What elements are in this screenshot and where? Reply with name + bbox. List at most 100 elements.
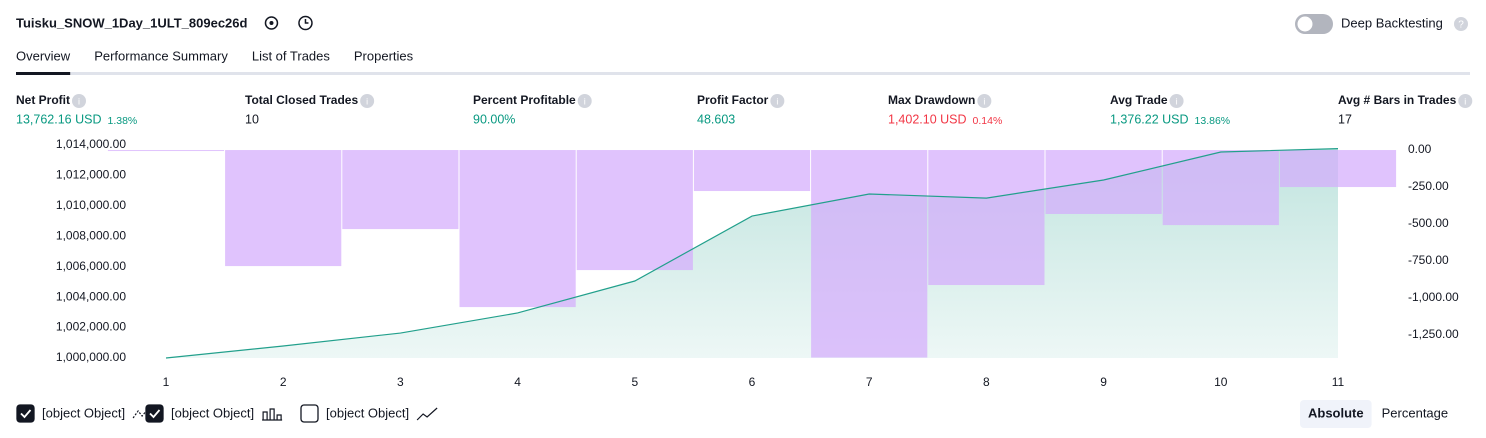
x-tick-label: 6 — [749, 375, 756, 389]
y-tick-label: 1,006,000.00 — [56, 259, 126, 273]
info-icon-mark: i — [584, 96, 586, 106]
y-tick-label: 1,012,000.00 — [56, 168, 126, 182]
scale-button[interactable] — [1300, 400, 1372, 428]
checkbox[interactable] — [16, 404, 35, 423]
x-tick-label: 1 — [163, 375, 170, 389]
info-icon[interactable] — [577, 94, 592, 108]
settings-icon-dot — [269, 21, 274, 25]
metric-label: Max Drawdown — [888, 93, 975, 107]
strategy-title: Tuisku_SNOW_1Day_1ULT_809ec26d — [16, 15, 248, 30]
info-icon[interactable] — [770, 94, 785, 108]
legend-label: [object Object] — [326, 405, 409, 420]
x-tick-label: 8 — [983, 375, 990, 389]
scale-button-label: Percentage — [1382, 405, 1449, 420]
metrics: Net Profit i 13,762.16 USD 1.38% Total Close… — [16, 93, 1473, 127]
x-tick-label: 10 — [1214, 375, 1228, 389]
metric-label: Net Profit — [16, 93, 70, 107]
x-tick-label: 3 — [397, 375, 404, 389]
drawdown-bar — [1045, 150, 1162, 214]
settings-icon[interactable] — [264, 16, 279, 30]
y2-tick-label: -1,000.00 — [1408, 290, 1459, 304]
metric-label: Avg # Bars in Trades — [1338, 93, 1457, 107]
y2-tick-label: -1,250.00 — [1408, 327, 1459, 341]
info-icon[interactable] — [977, 94, 992, 108]
y2-tick-label: 0.00 — [1408, 142, 1432, 156]
drawdown-bar — [811, 150, 928, 358]
metric-value: 1,402.10 USD — [888, 112, 967, 126]
info-icon[interactable] — [1169, 94, 1184, 108]
info-icon-mark: i — [1464, 96, 1466, 106]
tabs: Overview Performance Summary List of Trade… — [16, 48, 414, 75]
y-tick-label: 1,004,000.00 — [56, 289, 126, 303]
active-tab-underline — [16, 72, 71, 75]
checkbox[interactable] — [145, 404, 164, 423]
metric-label: Percent Profitable — [473, 93, 576, 107]
metric-value: 48.603 — [697, 112, 735, 126]
metric-label: Avg Trade — [1110, 93, 1168, 107]
metric-value: 90.00% — [473, 112, 515, 126]
help-icon-mark: ? — [1458, 20, 1464, 31]
legend: [object Object] [object Object] [object Ob… — [16, 404, 438, 423]
drawdown-bar — [576, 150, 693, 271]
y-tick-label: 1,000,000.00 — [56, 350, 126, 364]
drawdown-bar — [693, 150, 811, 192]
x-tick-label: 4 — [514, 375, 521, 389]
metric-value: 1,376.22 USD — [1110, 112, 1189, 126]
drawdown-bar — [459, 150, 576, 308]
metric-label: Total Closed Trades — [245, 93, 358, 107]
scale-buttons: Absolute Percentage — [1300, 400, 1449, 428]
x-tick-label: 9 — [1100, 375, 1107, 389]
info-icon-mark: i — [983, 96, 985, 106]
checkmark — [20, 409, 32, 419]
info-icon[interactable] — [72, 94, 86, 108]
drawdown-bar — [928, 150, 1045, 286]
x-tick-label: 11 — [1332, 375, 1345, 389]
chart: 1,000,000.00 1,002,000.00 1,004,000.00 1,00… — [56, 137, 1459, 389]
metric-percent: 0.14% — [973, 115, 1003, 127]
drawdown-bar — [1162, 150, 1279, 226]
x-tick-label: 7 — [866, 375, 873, 389]
metric-percent: 13.86% — [1195, 115, 1231, 127]
metric-percent: 1.38% — [107, 115, 137, 127]
legend-icon — [416, 407, 438, 421]
toggle-label: Deep Backtesting — [1341, 15, 1443, 30]
tab[interactable]: Performance Summary — [94, 48, 228, 63]
y-tick-label: 1,002,000.00 — [56, 320, 126, 334]
info-icon[interactable] — [1458, 94, 1473, 108]
x-tick-label: 5 — [631, 375, 638, 389]
legend-label: [object Object] — [42, 405, 125, 420]
replay-icon[interactable] — [298, 15, 313, 31]
equity-area — [166, 148, 1338, 358]
checkmark — [149, 409, 161, 419]
scale-button-label: Absolute — [1308, 405, 1364, 420]
metric-label: Profit Factor — [697, 93, 769, 107]
toggle-knob — [1297, 16, 1313, 32]
info-icon-mark: i — [78, 96, 80, 106]
metric-value: 10 — [245, 112, 259, 126]
tab[interactable]: Overview — [16, 48, 71, 63]
help-icon[interactable] — [1454, 17, 1468, 31]
drawdown-bar — [225, 150, 342, 267]
drawdown-bar — [342, 150, 459, 230]
drawdown-bar — [107, 150, 225, 152]
title-icons[interactable] — [264, 15, 313, 31]
checkbox[interactable] — [300, 404, 319, 423]
y2-tick-label: -250.00 — [1408, 179, 1449, 193]
y2-tick-label: -750.00 — [1408, 253, 1449, 267]
y-tick-label: 1,008,000.00 — [56, 228, 126, 242]
y-tick-label: 1,010,000.00 — [56, 198, 126, 212]
y-tick-label: 1,014,000.00 — [56, 137, 126, 151]
legend-icon — [262, 408, 283, 421]
equity-line — [165, 148, 1339, 359]
legend-label: [object Object] — [171, 405, 254, 420]
tab[interactable]: List of Trades — [252, 48, 331, 63]
info-icon-mark: i — [776, 96, 778, 106]
x-tick-label: 2 — [280, 375, 287, 389]
info-icon-mark: i — [366, 96, 368, 106]
tab[interactable]: Properties — [354, 48, 414, 63]
info-icon[interactable] — [360, 94, 375, 108]
replay-icon-hand — [304, 19, 309, 24]
metric-value: 17 — [1338, 112, 1352, 126]
